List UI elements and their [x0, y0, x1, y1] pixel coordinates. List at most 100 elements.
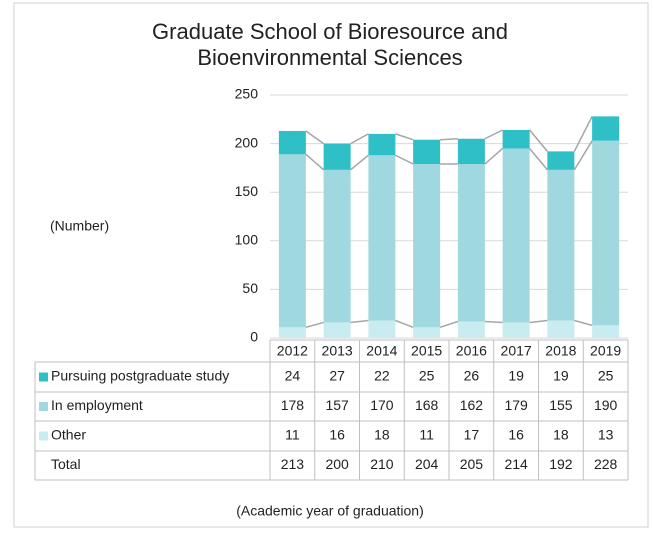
x-tick-label: 2015 — [411, 343, 442, 359]
bar-segment — [502, 322, 530, 338]
series-line — [350, 133, 369, 145]
series-line — [484, 147, 504, 165]
legend-label: In employment — [51, 397, 143, 413]
bar-segment — [547, 320, 575, 338]
table-value: 192 — [549, 456, 573, 472]
series-line — [350, 154, 369, 171]
table-value: 200 — [325, 456, 349, 472]
x-tick-label: 2012 — [277, 343, 308, 359]
table-value: 22 — [374, 368, 390, 384]
series-line — [529, 319, 548, 324]
table-value: 18 — [553, 427, 569, 443]
table-value: 213 — [281, 456, 305, 472]
table-value: 11 — [419, 427, 434, 443]
series-line — [484, 320, 503, 324]
bar-segment — [592, 140, 620, 326]
bar-segment — [502, 148, 530, 323]
bar-segment — [413, 327, 441, 338]
table-value: 155 — [549, 397, 573, 413]
series-line — [395, 133, 414, 141]
bar-segment — [413, 164, 441, 328]
table-value: 25 — [419, 368, 435, 384]
table-value: 18 — [374, 427, 390, 443]
table-value: 19 — [553, 368, 569, 384]
table-row-label: Total — [51, 456, 81, 472]
table-value: 17 — [464, 427, 480, 443]
series-line — [439, 320, 459, 329]
bar-segment — [547, 169, 575, 321]
bar-segment — [278, 154, 306, 328]
x-tick-label: 2017 — [501, 343, 532, 359]
y-tick-label: 150 — [235, 183, 259, 199]
x-tick-label: 2018 — [545, 343, 576, 359]
table-value: 11 — [285, 427, 300, 443]
table-value: 210 — [370, 456, 394, 472]
table-value: 26 — [464, 368, 480, 384]
series-line — [305, 321, 324, 329]
series-line — [305, 130, 325, 145]
chart-title: Graduate School of Bioresource and — [152, 19, 508, 44]
y-tick-label: 100 — [235, 232, 259, 248]
table-value: 179 — [504, 397, 528, 413]
bar-segment — [278, 327, 306, 338]
y-axis-label: (Number) — [50, 218, 109, 234]
legend-swatch — [39, 372, 48, 382]
table-value: 228 — [594, 456, 618, 472]
bar-segment — [368, 155, 396, 321]
bar-segment — [368, 320, 396, 338]
y-tick-label: 200 — [235, 134, 259, 150]
legend-swatch — [39, 402, 48, 411]
bar-segment — [323, 143, 351, 170]
table-value: 162 — [460, 397, 484, 413]
legend-label: Pursuing postgraduate study — [51, 368, 229, 384]
table-value: 19 — [508, 368, 524, 384]
x-tick-label: 2013 — [322, 343, 353, 359]
x-tick-label: 2014 — [366, 343, 397, 359]
series-line — [484, 129, 503, 140]
series-line — [529, 129, 548, 152]
table-value: 190 — [594, 397, 618, 413]
table-value: 24 — [285, 368, 301, 384]
bar-segment — [502, 129, 530, 149]
bar-segment — [457, 138, 485, 165]
bar-segment — [368, 133, 396, 156]
table-value: 178 — [281, 397, 305, 413]
legend-swatch — [39, 431, 48, 441]
table-value: 204 — [415, 456, 439, 472]
legend-label: Other — [51, 427, 86, 443]
series-line — [395, 319, 414, 329]
table-value: 13 — [598, 427, 614, 443]
series-line — [395, 154, 414, 165]
bar-segment — [547, 151, 575, 170]
series-line — [440, 137, 458, 141]
table-value: 214 — [504, 456, 528, 472]
series-line — [529, 147, 548, 171]
x-tick-label: 2016 — [456, 343, 487, 359]
series-line — [573, 116, 593, 152]
table-value: 205 — [460, 456, 484, 472]
table-value: 16 — [508, 427, 524, 443]
series-line — [574, 319, 593, 327]
table-value: 27 — [329, 368, 345, 384]
series-line — [305, 153, 325, 171]
bar-segment — [323, 322, 351, 338]
table-value: 16 — [329, 427, 345, 443]
chart-title: Bioenvironmental Sciences — [197, 45, 462, 70]
bar-segment — [457, 321, 485, 338]
y-tick-label: 250 — [235, 86, 259, 102]
bar-segment — [413, 139, 441, 165]
bar-segment — [592, 116, 620, 141]
bar-segment — [278, 130, 306, 155]
series-line — [350, 319, 369, 324]
table-value: 170 — [370, 397, 394, 413]
series-line — [573, 140, 593, 171]
table-value: 157 — [325, 397, 349, 413]
table-value: 168 — [415, 397, 439, 413]
bar-segment — [592, 325, 620, 338]
x-tick-label: 2019 — [590, 343, 621, 359]
y-tick-label: 50 — [242, 280, 258, 296]
table-value: 25 — [598, 368, 614, 384]
y-tick-label: 0 — [250, 329, 258, 345]
bar-segment — [457, 164, 485, 322]
